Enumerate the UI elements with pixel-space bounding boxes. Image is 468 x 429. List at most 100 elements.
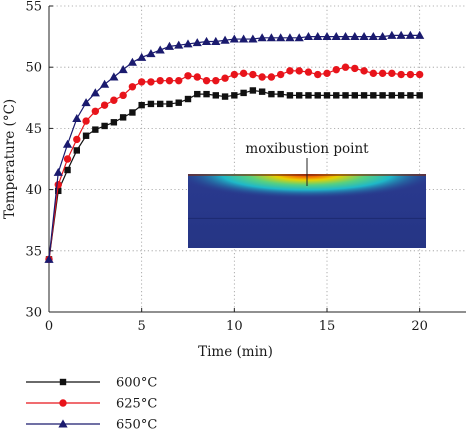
data-point-triangle bbox=[303, 32, 314, 41]
data-point-triangle bbox=[137, 52, 147, 61]
data-point-triangle bbox=[164, 41, 175, 50]
data-point-square bbox=[407, 92, 414, 99]
data-point-square bbox=[296, 92, 303, 99]
data-point-circle bbox=[249, 70, 257, 79]
data-point-square bbox=[157, 100, 164, 108]
x-tick-label: 5 bbox=[138, 319, 146, 334]
x-tick-labels: 0 5 10 15 20 bbox=[45, 319, 428, 334]
data-point-circle bbox=[258, 73, 266, 81]
y-tick-label: 55 bbox=[25, 0, 42, 15]
data-point-circle bbox=[341, 63, 350, 71]
legend-label: 650°C bbox=[116, 418, 157, 429]
data-point-square bbox=[147, 100, 155, 108]
data-point-circle bbox=[128, 83, 137, 91]
data-point-circle bbox=[100, 101, 109, 109]
data-point-square bbox=[342, 92, 349, 99]
data-point-circle bbox=[193, 73, 201, 81]
data-point-circle bbox=[276, 70, 285, 79]
data-point-square bbox=[351, 92, 358, 99]
x-tick-label: 0 bbox=[45, 319, 53, 334]
data-point-circle bbox=[54, 181, 62, 189]
data-point-triangle bbox=[340, 32, 351, 41]
x-tick-label: 15 bbox=[319, 319, 336, 334]
data-point-circle bbox=[230, 70, 239, 79]
data-point-circle bbox=[351, 64, 359, 73]
data-point-square bbox=[277, 90, 284, 98]
series-group bbox=[44, 30, 425, 264]
data-point-circle bbox=[415, 70, 424, 79]
data-point-triangle bbox=[220, 35, 230, 44]
data-point-square bbox=[73, 147, 80, 154]
data-point-triangle bbox=[58, 419, 68, 428]
data-point-triangle bbox=[100, 79, 110, 88]
data-point-triangle bbox=[229, 34, 239, 43]
data-point-square bbox=[194, 90, 201, 98]
legend-item: 650°C bbox=[26, 418, 157, 429]
data-point-square bbox=[64, 166, 71, 174]
data-point-triangle bbox=[313, 32, 323, 41]
x-axis-title: Time (min) bbox=[198, 344, 273, 360]
data-point-square bbox=[55, 187, 62, 195]
data-point-circle bbox=[388, 69, 396, 78]
data-point-square bbox=[370, 92, 377, 99]
data-point-triangle bbox=[387, 30, 397, 39]
grid-lines bbox=[48, 5, 466, 313]
data-point-circle bbox=[82, 117, 90, 125]
legend-item: 625°C bbox=[26, 397, 157, 412]
data-point-triangle bbox=[378, 32, 388, 41]
data-point-square bbox=[110, 119, 118, 126]
data-point-triangle bbox=[294, 33, 304, 42]
y-tick-label: 35 bbox=[25, 244, 42, 259]
data-point-triangle bbox=[257, 33, 267, 42]
data-point-circle bbox=[286, 67, 294, 75]
data-point-triangle bbox=[72, 114, 82, 123]
data-point-triangle bbox=[174, 40, 184, 49]
data-point-square bbox=[314, 92, 321, 99]
data-point-square bbox=[129, 109, 136, 116]
data-point-triangle bbox=[118, 65, 128, 74]
series-triangle bbox=[44, 30, 425, 263]
data-point-triangle bbox=[127, 57, 137, 66]
data-point-square bbox=[258, 88, 266, 95]
data-point-square bbox=[240, 89, 247, 97]
data-point-square bbox=[221, 93, 229, 100]
data-point-square bbox=[416, 92, 423, 99]
data-point-square bbox=[360, 92, 368, 99]
data-point-square bbox=[82, 132, 90, 139]
data-point-triangle bbox=[266, 33, 276, 42]
data-point-square bbox=[379, 92, 386, 99]
data-point-triangle bbox=[276, 33, 286, 42]
data-point-circle bbox=[184, 72, 192, 80]
data-point-triangle bbox=[44, 254, 54, 263]
data-point-circle bbox=[295, 67, 303, 75]
data-point-square bbox=[286, 92, 294, 99]
data-point-triangle bbox=[405, 30, 415, 39]
data-point-square bbox=[101, 122, 108, 130]
data-point-square bbox=[138, 101, 145, 109]
data-point-square bbox=[92, 126, 99, 133]
x-tick-label: 20 bbox=[411, 319, 428, 334]
data-point-circle bbox=[314, 70, 322, 79]
data-point-triangle bbox=[248, 34, 258, 43]
data-point-circle bbox=[304, 68, 313, 76]
data-point-triangle bbox=[359, 32, 369, 41]
data-point-triangle bbox=[90, 88, 100, 97]
data-point-triangle bbox=[322, 32, 332, 41]
data-point-triangle bbox=[81, 98, 91, 107]
y-tick-labels: 30 35 40 45 50 55 bbox=[25, 0, 42, 321]
data-point-square bbox=[212, 92, 219, 99]
inset-label: moxibustion point bbox=[245, 141, 369, 157]
y-tick-label: 30 bbox=[25, 306, 42, 321]
data-point-circle bbox=[63, 155, 72, 163]
data-point-circle bbox=[378, 69, 387, 78]
data-point-square bbox=[249, 87, 257, 94]
legend-item: 600°C bbox=[26, 376, 157, 391]
data-point-square bbox=[268, 90, 275, 98]
data-point-circle bbox=[156, 76, 164, 85]
data-point-square bbox=[231, 92, 238, 99]
data-point-circle bbox=[323, 69, 331, 78]
data-point-square bbox=[119, 114, 127, 121]
data-point-circle bbox=[165, 76, 174, 85]
data-point-square bbox=[59, 378, 67, 386]
